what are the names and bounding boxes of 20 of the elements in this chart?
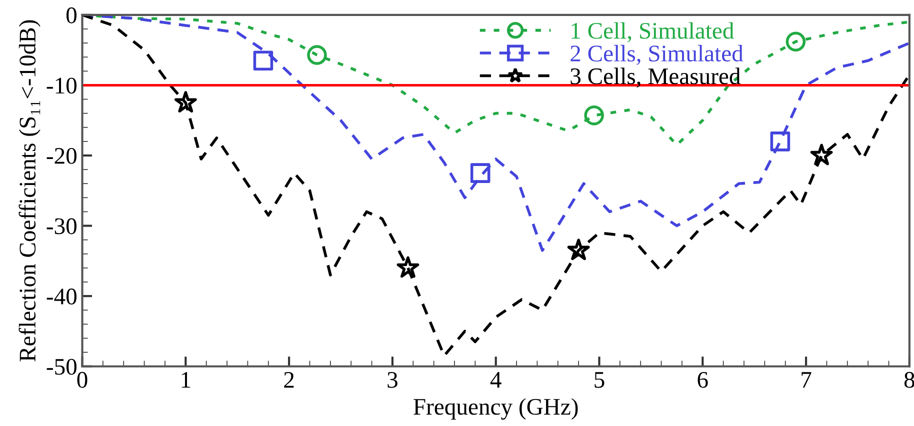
legend-label: 3 Cells, Measured [570, 68, 740, 88]
legend-label: 2 Cells, Simulated [570, 44, 744, 65]
x-axis-title: Frequency (GHz) [414, 398, 578, 420]
y-tick-label: -20 [46, 148, 76, 164]
x-tick-label: 1 [182, 372, 190, 388]
y-tick-label: 0 [66, 7, 76, 24]
x-tick-label: 6 [698, 372, 708, 388]
x-tick-label: 0 [77, 372, 88, 388]
x-tick-label: 4 [490, 372, 502, 388]
legend-label: 1 Cell, Simulated [572, 22, 734, 42]
y-tick-label: -40 [46, 288, 76, 304]
x-tick-label: 2 [284, 372, 294, 388]
y-tick-label: -10 [46, 78, 76, 94]
y-axis-title: Reflection Coefficients (S₁₁<-10dB) [18, 20, 40, 362]
x-tick-label: 5 [594, 372, 604, 388]
x-tick-label: 3 [388, 372, 398, 388]
y-tick-label: -50 [46, 358, 76, 375]
x-tick-label: 7 [802, 372, 812, 388]
y-tick-label: -30 [46, 218, 76, 234]
x-tick-label: 8 [904, 372, 914, 388]
